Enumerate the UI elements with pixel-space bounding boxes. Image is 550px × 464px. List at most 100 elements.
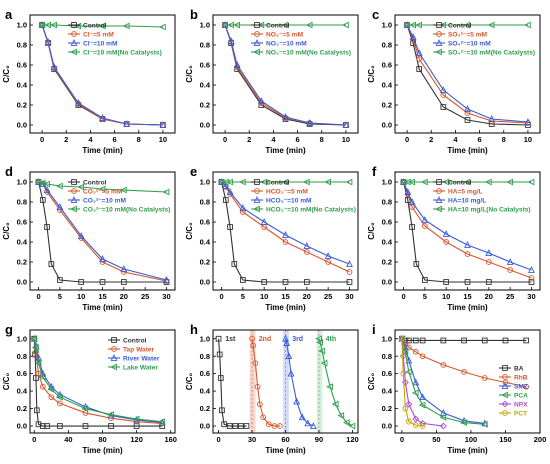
legend-label: HCO₃⁻=10 mM [266,197,312,204]
legend-label: Control [83,22,107,29]
data-point [463,21,471,29]
y-tick-label: 0.0 [200,278,210,287]
y-tick-label: 0.2 [382,258,392,267]
x-tick-label: 2 [429,135,433,144]
data-point [240,277,246,283]
y-tick-label: 0.6 [17,369,27,378]
data-point [502,337,509,344]
y-tick-label: 0.4 [382,81,393,90]
legend-marker [254,22,260,28]
y-tick-label: 1.0 [382,334,392,343]
data-point [48,261,55,267]
series-line [401,338,423,427]
x-tick-label: 200 [534,435,547,444]
y-tick-label: 0.8 [200,352,210,361]
data-point [232,423,239,429]
series-0 [215,335,250,429]
data-point [484,178,492,186]
data-point [271,423,278,429]
x-tick-label: 4 [453,135,458,144]
panel-g: g 0 40 80 120 160 0.0 0.2 0.4 0.6 0.8 1.0 Time (min)… [2,322,177,455]
y-axis-label: C/C₀ [2,372,11,390]
x-tick-label: 5 [423,292,427,301]
data-point [523,383,530,390]
y-tick-label: 0.4 [17,81,28,90]
data-point [528,279,535,285]
data-point [443,279,450,285]
data-point [337,412,345,419]
y-tick-label: 0.0 [17,278,27,287]
data-point [77,183,85,191]
x-tick-label: 6 [477,135,481,144]
data-point [305,21,313,29]
x-tick-label: 25 [324,292,332,301]
data-point [324,178,331,186]
y-tick-label: 0.4 [200,387,211,396]
data-point [32,344,39,351]
legend-label: NO₃⁻=5 mM [266,31,304,38]
y-axis-label: C/C₀ [2,65,11,83]
data-point [132,415,140,423]
y-tick-label: 1.0 [382,178,392,187]
legend-marker [435,48,442,56]
panel-label: e [190,164,197,179]
y-tick-label: 0.4 [200,238,211,247]
legend-label: SO₄²⁻=5 mM [448,31,488,38]
x-tick-label: 0 [401,292,405,301]
data-point [50,21,58,29]
legend-label: Lake Water [123,364,158,371]
data-point [399,178,407,186]
y-axis-label: C/C₀ [185,222,194,240]
data-point [34,359,42,367]
data-point [412,422,419,428]
y-tick-label: 0.2 [200,404,210,413]
x-tick-label: 120 [346,435,359,444]
data-point [415,49,423,56]
legend-marker [110,354,118,361]
data-point [302,178,310,186]
data-point [439,413,447,421]
panel-label: h [190,322,198,337]
series-1 [249,335,283,429]
panel-label: i [372,322,376,337]
data-point [488,115,496,122]
x-tick-label: 4 [88,135,93,144]
legend-label: SO₄²⁻=10 mM(No Catalysts) [448,49,535,56]
data-point [306,119,314,126]
data-point [464,110,471,116]
series-line [284,338,314,427]
legend-label: RhB [514,374,528,381]
series-line [401,338,527,388]
data-point [108,423,114,429]
data-point [119,186,127,194]
data-point [464,105,471,112]
x-tick-label: 0 [36,292,40,301]
series-line [401,338,527,342]
legend-label: PCA [514,392,528,399]
data-point [30,335,38,343]
data-point [287,369,295,377]
data-point [239,204,247,211]
legend-label: NPX [514,401,528,408]
data-point [39,423,46,429]
series-line [251,338,280,427]
series-2 [282,334,317,429]
legend: Control Cl⁻=5 mM Cl⁻=10 mM Cl⁻=10 mM(No Cat… [68,22,162,56]
x-tick-label: 25 [506,292,514,301]
y-axis-label: C/C₀ [2,222,11,240]
legend-marker [501,400,509,408]
cycle-label: 1st [225,336,236,343]
series-line [37,181,167,283]
panel-label: b [190,7,198,22]
data-point [421,216,429,223]
x-tick-label: 150 [499,435,512,444]
x-tick-label: 0 [216,435,220,444]
data-point [485,279,492,285]
data-point [412,337,419,344]
data-point [250,342,257,349]
y-tick-label: 0.8 [17,352,27,361]
data-point [43,186,51,193]
data-point [404,368,412,376]
data-point [252,360,259,367]
x-tick-label: 0 [40,135,44,144]
